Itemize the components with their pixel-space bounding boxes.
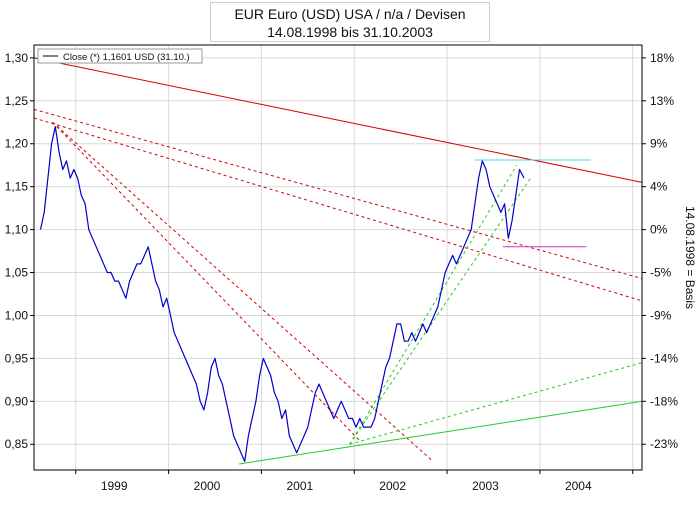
y-tick-label: 1,15 bbox=[5, 180, 29, 194]
x-tick-label: 2002 bbox=[379, 479, 406, 493]
y-tick-label: 0,85 bbox=[5, 437, 29, 451]
y-tick-label: 1,20 bbox=[5, 137, 29, 151]
y-tick-label: 1,05 bbox=[5, 266, 29, 280]
right-tick-label: -18% bbox=[650, 394, 678, 408]
legend-box bbox=[37, 48, 203, 64]
trend-line-support-main bbox=[239, 400, 643, 465]
y-tick-label: 1,25 bbox=[5, 94, 29, 108]
plot-area bbox=[34, 45, 642, 470]
right-tick-label: -5% bbox=[650, 266, 672, 280]
chart-subtitle: 14.08.1998 bis 31.10.2003 bbox=[267, 24, 433, 40]
x-tick-label: 2003 bbox=[472, 479, 499, 493]
trend-line-resistance-dash-2 bbox=[33, 117, 643, 302]
right-tick-label: -23% bbox=[650, 437, 678, 451]
price-series-line bbox=[39, 126, 525, 462]
y-tick-label: 1,10 bbox=[5, 223, 29, 237]
right-tick-label: 9% bbox=[650, 137, 668, 151]
right-tick-label: 0% bbox=[650, 223, 668, 237]
x-tick-label: 1999 bbox=[101, 479, 128, 493]
trend-line-resistance-dash-3 bbox=[52, 121, 360, 441]
y-tick-label: 1,30 bbox=[5, 51, 29, 65]
right-axis-title: 14.08.1998 = Basis bbox=[683, 206, 697, 309]
right-tick-label: -9% bbox=[650, 308, 672, 322]
legend-label: Close (*) 1,1601 USD (31.10.) bbox=[63, 52, 190, 63]
trend-line-support-dash-2 bbox=[349, 164, 518, 445]
chart-title: EUR Euro (USD) USA / n/a / Devisen bbox=[234, 6, 466, 22]
right-tick-label: 13% bbox=[650, 94, 674, 108]
right-tick-label: 4% bbox=[650, 180, 668, 194]
y-tick-label: 1,00 bbox=[5, 308, 29, 322]
trend-line-resistance-main bbox=[33, 57, 643, 183]
y-tick-label: 0,90 bbox=[5, 394, 29, 408]
legend: Close (*) 1,1601 USD (31.10.) bbox=[37, 48, 203, 64]
right-tick-label: 18% bbox=[650, 51, 674, 65]
plot-frame bbox=[33, 44, 643, 471]
x-tick-label: 2004 bbox=[565, 479, 592, 493]
x-tick-label: 2001 bbox=[286, 479, 313, 493]
chart-title-box: EUR Euro (USD) USA / n/a / Devisen 14.08… bbox=[210, 2, 490, 42]
x-tick-label: 2000 bbox=[194, 479, 221, 493]
y-tick-label: 0,95 bbox=[5, 351, 29, 365]
trend-line-support-dash-1 bbox=[349, 362, 643, 445]
right-tick-label: -14% bbox=[650, 351, 678, 365]
trend-line-resistance-dash-4 bbox=[52, 121, 434, 462]
